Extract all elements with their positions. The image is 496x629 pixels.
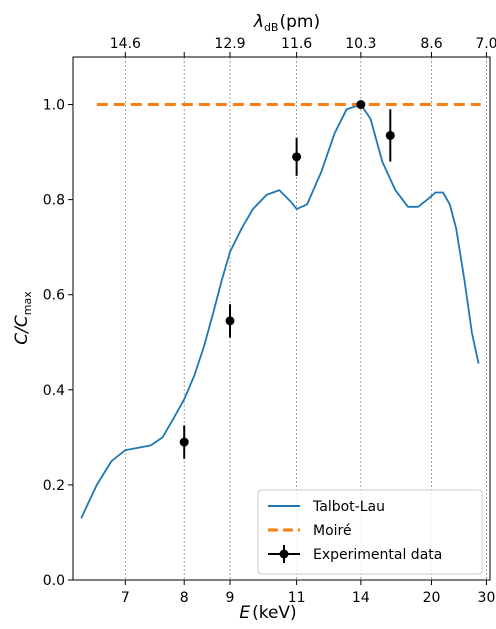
data-point-14 bbox=[356, 100, 366, 110]
top-tick-label-14-6: 14.6 bbox=[110, 36, 141, 52]
x-axis: 7 8 9 11 14 20 30 bbox=[121, 580, 495, 606]
x-tick-label-30: 30 bbox=[478, 590, 496, 606]
x-tick-label-9: 9 bbox=[226, 590, 235, 606]
legend-experimental-swatch-marker bbox=[279, 549, 289, 559]
y-axis-label-sub: max bbox=[21, 291, 34, 315]
legend: Talbot-Lau Moiré Experimental data bbox=[257, 489, 483, 575]
x-axis-label-unit: (keV) bbox=[252, 603, 297, 623]
x-axis-label-main: E bbox=[239, 603, 250, 623]
top-tick-label-12-9: 12.9 bbox=[214, 36, 245, 52]
top-axis-label-unit: (pm) bbox=[279, 12, 320, 32]
top-tick-label-8-6: 8.6 bbox=[420, 36, 442, 52]
top-tick-label-10-3: 10.3 bbox=[345, 36, 376, 52]
legend-moire-label: Moiré bbox=[313, 523, 352, 539]
y-tick-label-0-0: 0.0 bbox=[43, 573, 65, 589]
y-tick-label-0-8: 0.8 bbox=[43, 193, 65, 209]
plot-area-frame bbox=[72, 56, 491, 581]
top-axis-label: λdB(pm) bbox=[253, 12, 320, 34]
x-tick-label-20: 20 bbox=[423, 590, 441, 606]
data-point-11 bbox=[292, 152, 302, 162]
y-tick-label-0-6: 0.6 bbox=[43, 288, 65, 304]
top-axis: 14.6 12.9 11.6 10.3 8.6 7.0 bbox=[110, 36, 496, 57]
y-tick-label-0-2: 0.2 bbox=[43, 478, 65, 494]
y-axis-label-main: C/C bbox=[12, 315, 32, 345]
plot-data bbox=[80, 100, 481, 519]
y-axis: 0.0 0.2 0.4 0.6 0.8 1.0 bbox=[43, 98, 73, 589]
x-tick-label-7: 7 bbox=[121, 590, 130, 606]
legend-talbot-lau-label: Talbot-Lau bbox=[312, 499, 385, 515]
x-tick-label-11: 11 bbox=[288, 590, 306, 606]
x-axis-label: E (keV) bbox=[239, 603, 296, 623]
y-tick-label-0-4: 0.4 bbox=[43, 383, 65, 399]
x-tick-label-8: 8 bbox=[180, 590, 189, 606]
data-point-8 bbox=[179, 437, 189, 447]
top-tick-label-11-6: 11.6 bbox=[281, 36, 312, 52]
legend-box bbox=[257, 489, 483, 575]
top-axis-label-main: λ bbox=[253, 12, 264, 32]
x-tick-label-14: 14 bbox=[352, 590, 370, 606]
top-tick-label-7-0: 7.0 bbox=[475, 36, 496, 52]
data-point-16 bbox=[385, 130, 395, 140]
data-point-9 bbox=[225, 316, 235, 326]
y-tick-label-1-0: 1.0 bbox=[43, 98, 65, 114]
top-axis-label-sub: dB bbox=[264, 21, 279, 34]
series-talbot-lau-line bbox=[80, 103, 480, 519]
legend-experimental-label: Experimental data bbox=[313, 547, 442, 563]
y-axis-label: C/Cmax bbox=[12, 291, 34, 345]
